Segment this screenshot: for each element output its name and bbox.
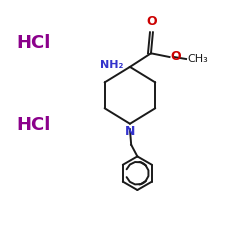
Text: HCl: HCl	[16, 34, 50, 52]
Text: N: N	[125, 124, 136, 138]
Text: O: O	[147, 15, 157, 28]
Text: NH₂: NH₂	[100, 60, 124, 70]
Text: O: O	[170, 50, 181, 63]
Text: CH₃: CH₃	[188, 54, 208, 64]
Text: HCl: HCl	[16, 116, 50, 134]
